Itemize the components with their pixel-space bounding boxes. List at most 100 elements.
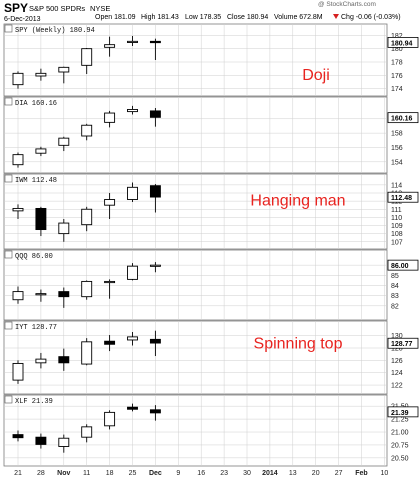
company-name: S&P 500 SPDRs [29,4,85,13]
x-tick-label: 20 [312,470,320,477]
x-tick-label: Feb [355,470,367,477]
y-tick-label: 126 [391,358,403,365]
panel-checkbox-icon [4,395,13,404]
y-tick-label: 84 [391,283,399,290]
candle-body-down [58,291,70,298]
y-tick-label: 85 [391,273,399,280]
candle-body-down [35,436,47,445]
panel-checkbox-icon [4,174,13,183]
candle-body-down [149,409,161,414]
x-tick-label: Dec [149,470,162,477]
candle-body-up [104,44,116,48]
x-tick-label: 18 [106,470,114,477]
candle-body-down [12,434,24,439]
x-tick-label: 9 [176,470,180,477]
x-tick-label: 2014 [262,470,278,477]
candle-body-up [12,207,24,212]
panel-iyt: 130 128 126 124 122 128.77 IYT 128.77 Spinning … [3,320,419,395]
panel-checkbox-icon [4,250,13,259]
candle-body-up [12,72,24,86]
candle-body-up [81,48,93,66]
candle-body-up [12,291,24,301]
candle-body-up [58,137,70,146]
y-tick-label: 176 [391,73,403,80]
close-value: Close 180.94 [227,14,268,21]
candle-body-up [35,72,47,77]
candle-body-down [149,338,161,344]
y-tick-label: 107 [391,239,403,246]
last-value-label: 180.94 [391,40,413,47]
y-tick-label: 158 [391,131,403,138]
last-value-box [387,191,419,203]
x-tick-label: 27 [335,470,343,477]
y-tick-label: 110 [391,215,402,222]
candle-body-up [127,109,138,113]
x-tick-label: 30 [243,470,251,477]
candle-body-up [104,280,116,284]
candle-body-up [58,66,70,73]
x-tick-label: 28 [37,470,45,477]
x-tick-label: 10 [381,470,389,477]
exchange: NYSE [90,4,110,13]
panel-qqq: 85 84 83 82 86.00 QQQ 86.00 [3,249,419,321]
panel-label: IYT 128.77 [15,324,57,332]
y-tick-label: 174 [391,86,403,93]
panel-frame [3,173,388,250]
y-tick-label: 130 [391,333,403,340]
y-tick-label: 114 [391,182,402,189]
low-value: Low 178.35 [185,14,221,21]
x-tick-label: 13 [289,470,297,477]
candle-body-up [104,411,116,427]
candle-body-down [149,40,161,44]
open-value: Open 181.09 [95,14,136,21]
x-tick-label: 21 [14,470,22,477]
y-tick-label: 108 [391,231,403,238]
x-tick-label: 25 [129,470,137,477]
candle-body-up [127,40,138,43]
x-tick-label: 11 [83,470,90,477]
y-tick-label: 109 [391,223,403,230]
y-tick-label: 20.50 [391,455,409,462]
down-arrow-icon [333,14,339,19]
panel-label: SPY (Weekly) 180.94 [15,27,95,35]
last-value-label: 86.00 [391,263,409,270]
panel-checkbox-icon [4,24,13,33]
y-tick-label: 156 [391,145,403,152]
x-tick-label: 23 [220,470,228,477]
panel-checkbox-icon [4,321,13,330]
candle-body-up [58,222,70,235]
pattern-annotation: Spinning top [254,336,343,353]
panel-label: XLF 21.39 [15,398,53,406]
candle-body-up [81,341,93,365]
candle-body-down [149,185,161,198]
candle-body-down [104,340,116,345]
candle-body-up [35,358,47,364]
last-value-label: 160.16 [391,116,413,123]
last-value-box [387,406,419,418]
panel-frame [3,249,388,321]
candle-body-up [58,437,70,447]
panel-spy: 182 180 178 176 174 180.94 SPY (Weekly) 180.94… [3,23,419,97]
last-value-label: 128.77 [391,341,413,348]
last-value-box [387,337,419,349]
y-tick-label: 180 [391,46,403,53]
candle-body-up [149,264,161,267]
candle-body-up [81,426,93,438]
symbol: SPY [4,1,28,15]
x-tick-label: Nov [57,470,70,477]
y-tick-label: 21.25 [391,417,409,424]
y-tick-label: 178 [391,60,403,67]
header-date: 6-Dec-2013 [4,16,41,23]
candle-body-up [35,293,47,296]
candle-body-down [58,356,70,364]
candle-body-up [127,336,138,341]
volume-value: Volume 672.8M [274,14,323,21]
candle-body-up [127,186,138,200]
y-tick-label: 122 [391,383,403,390]
panel-frame [3,394,388,467]
panel-label: DIA 160.16 [15,100,57,108]
candle-body-up [81,280,93,298]
watermark: @ StockCharts.com [318,1,376,8]
